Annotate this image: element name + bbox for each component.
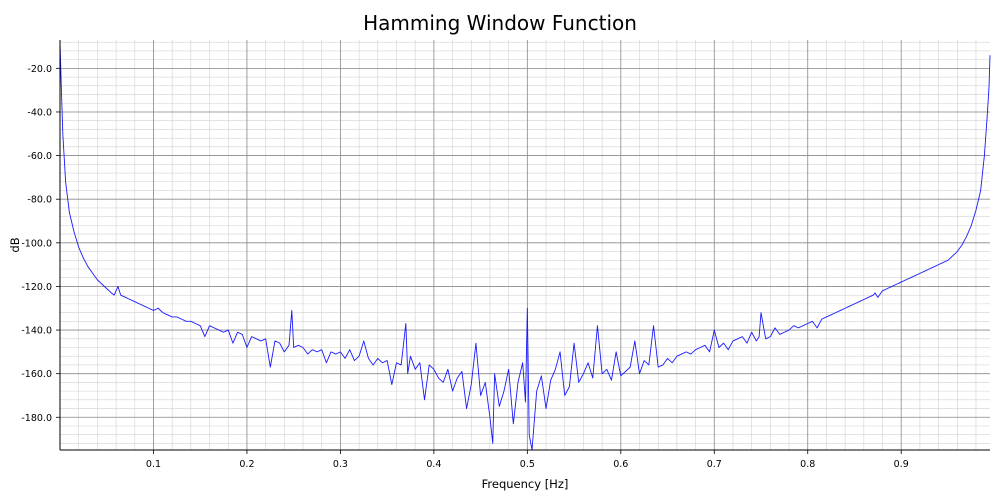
y-axis-label: dB [8, 237, 22, 252]
x-tick-label: 0.4 [426, 459, 441, 470]
y-tick-label: -60.0 [27, 151, 52, 162]
series-line-0 [59, 42, 991, 451]
x-tick-label: 0.3 [333, 459, 348, 470]
chart-title: Hamming Window Function [363, 11, 637, 35]
y-tick-label: -80.0 [27, 195, 52, 206]
minor-grid [60, 40, 990, 450]
y-axis-ticks: -20.0 -40.0 -60.0 -80.0 -100.0 -120.0 -140.0 -1… [21, 64, 60, 424]
series-layer [59, 42, 991, 451]
y-tick-label: -140.0 [21, 326, 52, 337]
x-tick-label: 0.9 [894, 459, 909, 470]
x-tick-label: 0.1 [146, 459, 161, 470]
x-axis-ticks: 0.1 0.2 0.3 0.4 0.5 0.6 0.7 0.8 0.9 [146, 450, 909, 470]
x-tick-label: 0.5 [520, 459, 535, 470]
y-tick-label: -160.0 [21, 369, 52, 380]
x-tick-label: 0.7 [707, 459, 722, 470]
y-tick-label: -100.0 [21, 238, 52, 249]
y-tick-label: -120.0 [21, 282, 52, 293]
x-tick-label: 0.2 [239, 459, 254, 470]
x-axis-label: Frequency [Hz] [482, 477, 569, 491]
y-tick-label: -20.0 [27, 64, 52, 75]
axes-layer [59, 40, 990, 451]
y-tick-label: -40.0 [27, 107, 52, 118]
major-grid [60, 40, 990, 450]
x-tick-label: 0.6 [613, 459, 628, 470]
x-tick-label: 0.8 [800, 459, 815, 470]
y-tick-label: -180.0 [21, 413, 52, 424]
